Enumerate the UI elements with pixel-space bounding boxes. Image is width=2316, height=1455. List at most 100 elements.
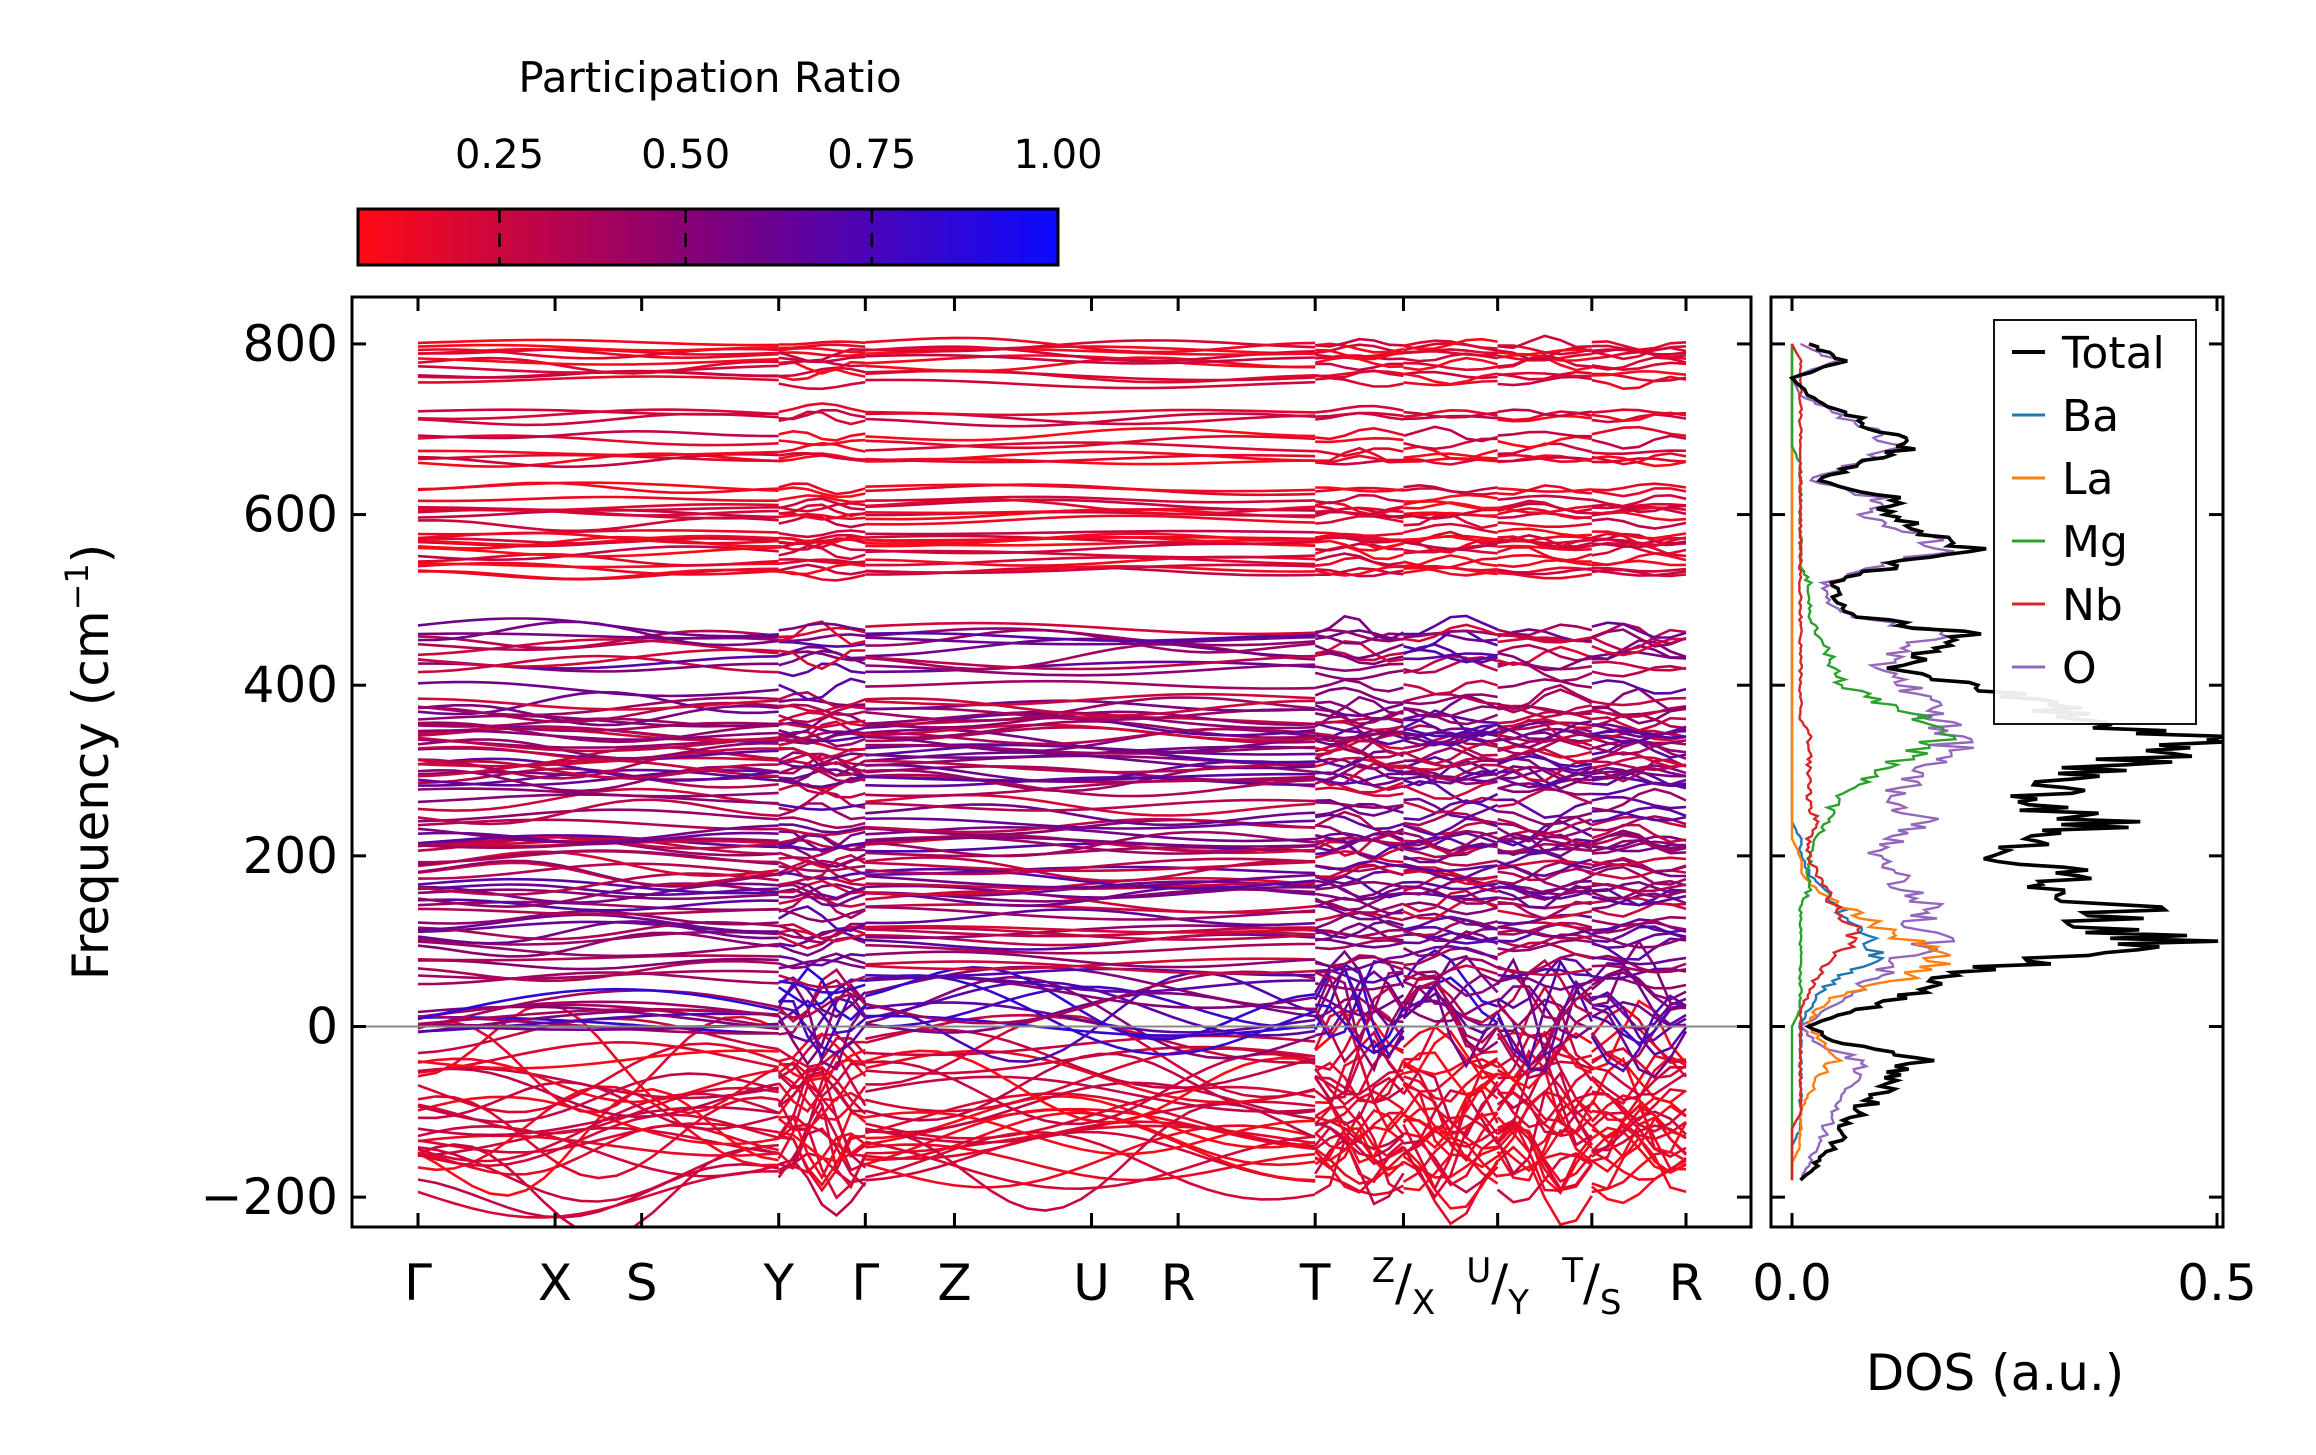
phonon-band: [1497, 370, 1592, 381]
phonon-band: [1497, 770, 1592, 788]
phonon-band: [1497, 645, 1593, 667]
phonon-band: [1403, 652, 1498, 661]
phonon-band: [1315, 798, 1404, 817]
phonon-band: [417, 429, 779, 440]
phonon-band: [1496, 985, 1593, 1040]
phonon-band: [1315, 426, 1404, 441]
phonon-band: [778, 368, 866, 382]
phonon-band: [865, 825, 1316, 843]
phonon-band: [417, 759, 779, 780]
phonon-band: [1314, 757, 1404, 771]
phonon-band: [1314, 1108, 1405, 1170]
phonon-band: [1402, 998, 1499, 1023]
phonon-band: [1315, 1003, 1405, 1055]
k-point-label: X: [538, 1254, 572, 1312]
phonon-band: [1591, 487, 1687, 498]
colorbar-tick-label: 0.50: [641, 132, 730, 178]
phonon-band: [417, 920, 779, 941]
phonon-band: [778, 557, 866, 565]
phonon-band: [1403, 692, 1498, 706]
phonon-band: [1314, 891, 1404, 902]
phonon-band: [778, 534, 866, 545]
phonon-band: [1403, 880, 1498, 891]
phonon-band: [1403, 339, 1498, 350]
phonon-band: [1403, 831, 1498, 853]
y-tick-label: −200: [201, 1168, 338, 1226]
phonon-band: [1497, 678, 1592, 689]
phonon-band: [778, 402, 866, 414]
phonon-band: [1497, 567, 1592, 576]
k-point-label: Γ: [851, 1254, 879, 1312]
phonon-band: [865, 715, 1316, 727]
phonon-band: [777, 1070, 866, 1113]
phonon-band: [1591, 865, 1687, 886]
phonon-band: [1314, 743, 1404, 759]
phonon-band: [1591, 880, 1687, 895]
phonon-band: [1591, 915, 1687, 928]
phonon-band: [1591, 569, 1687, 577]
phonon-band: [417, 1049, 779, 1070]
phonon-band: [1591, 502, 1687, 510]
phonon-band: [1314, 772, 1404, 792]
dos-panel: 0.0 0.5 DOS (a.u.) Total Ba La Mg Nb O: [1752, 295, 2257, 1402]
phonon-bands: [417, 334, 1688, 1227]
phonon-band: [1403, 535, 1498, 543]
phonon-band: [778, 380, 866, 391]
phonon-band: [1496, 1125, 1593, 1184]
phonon-band: [1314, 1121, 1405, 1159]
phonon-band: [1314, 955, 1404, 972]
phonon-band: [1591, 622, 1687, 645]
phonon-band: [1591, 832, 1687, 850]
phonon-band: [1315, 404, 1404, 414]
phonon-band: [1314, 1137, 1405, 1206]
phonon-band: [777, 1060, 866, 1102]
phonon-band: [417, 726, 779, 742]
phonon-band: [1591, 787, 1687, 812]
phonon-band: [1497, 747, 1592, 764]
phonon-band: [1497, 499, 1592, 513]
phonon-band: [1403, 740, 1498, 757]
phonon-band: [865, 942, 1316, 955]
phonon-band: [1403, 864, 1498, 873]
phonon-band: [1403, 944, 1498, 959]
phonon-band: [1497, 867, 1593, 882]
phonon-band: [1591, 628, 1687, 652]
phonon-band: [778, 958, 866, 970]
phonon-band: [1315, 968, 1404, 984]
phonon-band: [865, 679, 1316, 690]
dos-curve-mg: [1790, 343, 1958, 1181]
phonon-band: [778, 908, 866, 923]
phonon-band: [1591, 356, 1687, 371]
phonon-band: [1403, 835, 1498, 849]
phonon-band: [1403, 925, 1498, 942]
phonon-band: [865, 1075, 1316, 1113]
phonon-band: [1314, 992, 1405, 1017]
phonon-band: [865, 925, 1316, 934]
phonon-band: [1403, 912, 1498, 927]
phonon-band: [865, 556, 1316, 567]
phonon-band: [1315, 732, 1404, 743]
phonon-band: [417, 629, 779, 650]
phonon-band: [865, 654, 1316, 671]
phonon-band: [778, 711, 866, 727]
phonon-band: [865, 723, 1316, 742]
phonon-band: [417, 1012, 779, 1033]
phonon-band: [1403, 623, 1499, 643]
phonon-band: [417, 357, 779, 366]
phonon-band: [417, 862, 779, 880]
phonon-band: [865, 1045, 1316, 1075]
phonon-band: [1497, 623, 1593, 637]
colorbar-tick-label: 0.25: [455, 132, 544, 178]
k-point-label: T/S: [1561, 1251, 1621, 1323]
phonon-band: [1591, 452, 1687, 466]
phonon-band: [1402, 1063, 1499, 1134]
phonon-band: [1591, 766, 1687, 786]
phonon-band: [778, 922, 866, 945]
phonon-band: [778, 691, 866, 709]
phonon-band: [417, 849, 779, 864]
dos-curve-total: [1788, 342, 2223, 1182]
phonon-band: [865, 635, 1316, 646]
phonon-band: [1497, 720, 1593, 741]
phonon-band: [778, 677, 866, 701]
phonon-band: [777, 966, 867, 1022]
